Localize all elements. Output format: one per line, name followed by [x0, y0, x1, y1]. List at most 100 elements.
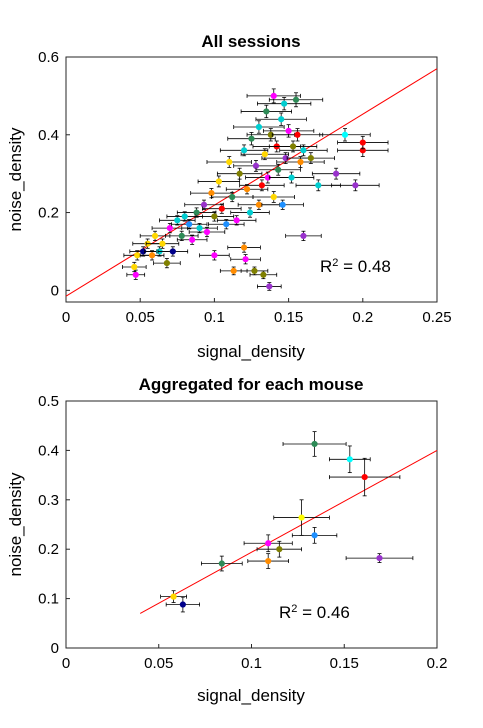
- marker: [251, 267, 258, 274]
- marker: [307, 155, 314, 162]
- data-point: [181, 223, 218, 234]
- marker: [189, 236, 196, 243]
- marker: [242, 256, 249, 263]
- data-point: [157, 246, 189, 257]
- panel-aggregated: Aggregated for each mouse 0 0.05 0.1 0.15 0.…: [6, 375, 447, 705]
- marker: [298, 514, 305, 521]
- data-point: [256, 540, 302, 558]
- data-point: [170, 219, 208, 230]
- data-point: [311, 167, 361, 180]
- data-point: [345, 553, 414, 563]
- marker: [255, 123, 263, 131]
- axis-ticks: 0 0.05 0.1 0.15 0.2 0 0.1 0.2 0.3 0.4 0.5: [38, 393, 447, 672]
- marker: [352, 182, 359, 189]
- data-point: [246, 88, 301, 104]
- data-points: [121, 88, 389, 291]
- data-point: [268, 140, 318, 153]
- marker: [279, 201, 286, 208]
- data-point: [216, 167, 263, 180]
- marker: [200, 201, 208, 208]
- marker: [248, 135, 255, 142]
- marker: [292, 96, 300, 103]
- marker: [223, 221, 230, 228]
- marker: [311, 532, 318, 539]
- data-point: [225, 184, 269, 195]
- marker: [174, 217, 181, 224]
- marker: [131, 263, 138, 271]
- panel-all-sessions: All sessions 0 0.05 0.1 0.15 0.2 0.2500.20.40…: [6, 32, 452, 361]
- data-point: [282, 431, 347, 457]
- data-point: [255, 163, 301, 176]
- x-tick-label: 0.15: [330, 655, 359, 672]
- marker: [179, 601, 186, 608]
- marker: [218, 560, 225, 567]
- data-point: [255, 112, 307, 126]
- marker: [346, 456, 353, 463]
- marker: [181, 213, 188, 220]
- marker: [311, 440, 318, 448]
- marker: [211, 213, 218, 220]
- data-point: [202, 203, 242, 214]
- y-tick-label: 0.2: [38, 205, 59, 222]
- regression-line: [65, 68, 438, 297]
- marker: [169, 248, 176, 255]
- marker: [178, 232, 185, 239]
- data-point: [331, 179, 380, 192]
- x-tick-label: 0.1: [241, 655, 262, 672]
- y-tick-label: 0.1: [38, 591, 59, 608]
- marker: [300, 147, 307, 154]
- x-tick-label: 0: [62, 655, 70, 672]
- marker: [148, 252, 156, 259]
- data-point: [197, 175, 241, 188]
- data-point: [160, 590, 187, 603]
- marker: [281, 100, 288, 107]
- y-tick-label: 0.2: [38, 541, 59, 558]
- axis-ticks: 0 0.05 0.1 0.15 0.2 0.25 0 0.2 0.4 0.6: [38, 49, 451, 326]
- marker: [315, 182, 322, 189]
- data-point: [216, 215, 257, 226]
- marker: [246, 209, 254, 216]
- data-point: [194, 211, 235, 222]
- data-point: [337, 143, 389, 157]
- y-tick-label: 0.6: [38, 49, 59, 66]
- marker: [240, 244, 248, 251]
- marker: [270, 92, 277, 99]
- data-point: [329, 457, 401, 497]
- data-point: [329, 445, 371, 474]
- marker: [359, 139, 366, 146]
- marker: [132, 271, 139, 278]
- marker: [278, 116, 285, 123]
- y-tick-label: 0.4: [38, 442, 59, 459]
- data-point: [165, 230, 199, 241]
- marker: [151, 232, 159, 239]
- marker: [229, 193, 236, 201]
- data-point: [139, 230, 171, 241]
- marker: [294, 131, 301, 138]
- marker: [208, 190, 215, 197]
- marker: [260, 271, 267, 278]
- y-tick-label: 0: [51, 640, 59, 657]
- data-point: [230, 207, 270, 218]
- data-point: [279, 144, 328, 157]
- data-point: [199, 250, 230, 261]
- marker: [211, 252, 218, 259]
- x-tick-label: 0.25: [422, 309, 451, 326]
- marker: [270, 193, 277, 201]
- data-point: [159, 215, 196, 226]
- marker: [193, 209, 200, 216]
- marker: [215, 178, 222, 185]
- marker: [361, 473, 368, 481]
- data-point: [165, 596, 200, 613]
- marker: [376, 554, 383, 562]
- data-point: [139, 250, 165, 261]
- x-axis-label: signal_density: [197, 342, 305, 361]
- data-point: [257, 282, 282, 291]
- marker: [226, 158, 233, 166]
- data-point: [271, 128, 324, 142]
- marker: [288, 174, 295, 181]
- marker: [297, 158, 304, 166]
- data-point: [240, 104, 292, 119]
- marker: [265, 557, 272, 565]
- y-tick-label: 0.3: [38, 492, 59, 509]
- data-point: [261, 199, 304, 210]
